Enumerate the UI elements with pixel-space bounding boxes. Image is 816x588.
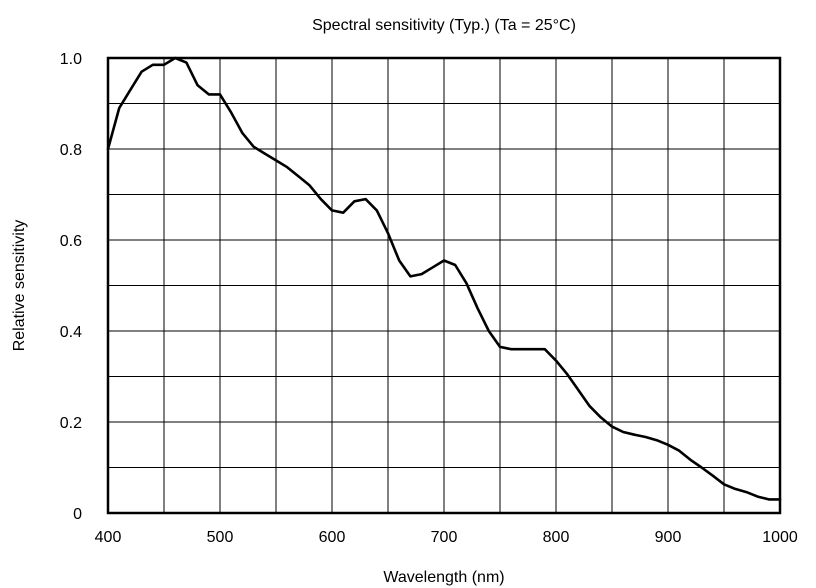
y-tick-label: 1.0 <box>60 51 82 68</box>
x-tick-label: 500 <box>207 529 234 546</box>
y-tick-label: 0.6 <box>60 233 82 250</box>
y-axis-ticks: 0 0.2 0.4 0.6 0.8 1.0 <box>60 51 82 523</box>
grid-lines <box>108 58 780 513</box>
x-tick-label: 600 <box>319 529 346 546</box>
y-tick-label: 0.4 <box>60 324 82 341</box>
x-tick-label: 900 <box>655 529 682 546</box>
y-tick-label: 0 <box>73 506 82 523</box>
series-line-0 <box>106 56 782 501</box>
y-tick-label: 0.8 <box>60 142 82 159</box>
series-layer <box>106 56 782 501</box>
y-tick-label: 0.2 <box>60 415 82 432</box>
x-axis-ticks: 400 500 600 700 800 900 1000 <box>95 529 798 546</box>
x-tick-label: 800 <box>543 529 570 546</box>
chart-title: Spectral sensitivity (Typ.) (Ta = 25°C) <box>312 17 576 34</box>
y-axis-label: Relative sensitivity <box>11 220 28 352</box>
x-tick-label: 400 <box>95 529 122 546</box>
x-tick-label: 1000 <box>762 529 798 546</box>
x-tick-label: 700 <box>431 529 458 546</box>
x-axis-label: Wavelength (nm) <box>383 569 504 586</box>
plot-frame <box>106 56 782 515</box>
